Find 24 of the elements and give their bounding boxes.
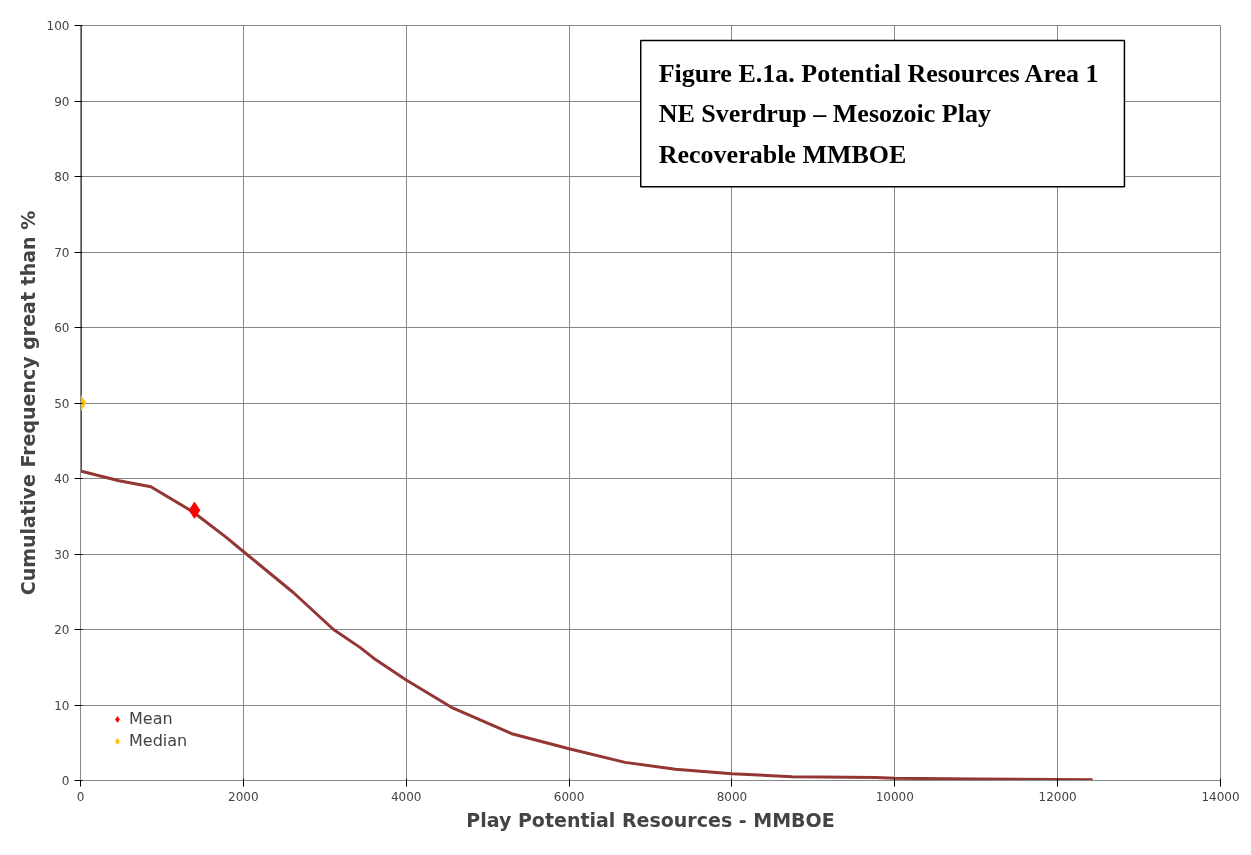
y-tick-label: 50	[54, 396, 70, 411]
x-tick-label: 2000	[228, 789, 259, 804]
y-axis-title: Cumulative Frequency great than %	[16, 210, 39, 596]
x-tick-label: 12000	[1038, 789, 1077, 804]
y-tick-label: 30	[54, 547, 70, 562]
y-tick-label: 0	[61, 774, 70, 788]
y-tick-label: 40	[54, 472, 70, 486]
legend-label: Mean	[129, 709, 173, 728]
text: Figure E.1a. Potential Resources Area 1 NE Sverdrup – Mesozoic Play Recoverable MMBOE	[658, 58, 1099, 169]
y-tick-label: 100	[46, 19, 70, 33]
y-tick-label: 10	[54, 698, 70, 713]
y-tick-label: 20	[54, 623, 70, 637]
x-tick-label: 4000	[390, 789, 422, 804]
x-tick-label: 6000	[553, 789, 585, 804]
legend-label: Median	[129, 731, 188, 750]
y-tick-label: 70	[54, 245, 70, 260]
x-tick-label: 10000	[875, 789, 914, 804]
y-tick-label: 60	[54, 321, 70, 335]
x-tick-label: 14000	[1201, 789, 1240, 804]
x-axis-title: Play Potential Resources - MMBOE	[466, 808, 835, 831]
y-tick-label: 90	[54, 94, 70, 109]
x-tick-label: 8000	[716, 789, 748, 804]
x-tick-label: 0	[76, 789, 85, 804]
y-tick-label: 80	[54, 170, 70, 184]
